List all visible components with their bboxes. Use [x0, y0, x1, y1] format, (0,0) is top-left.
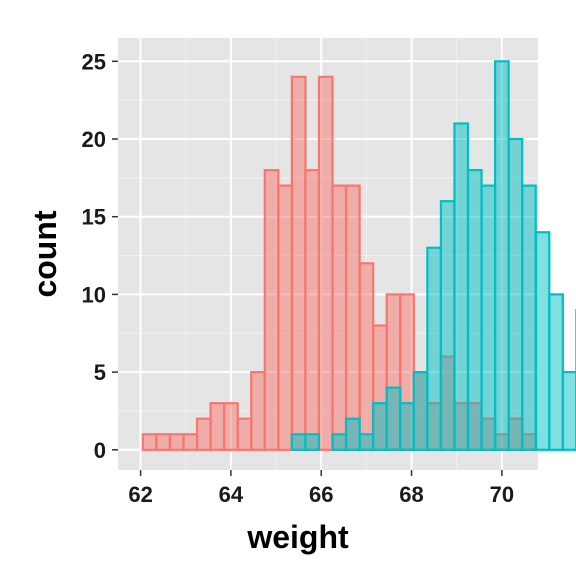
histogram-bar: [534, 231, 551, 451]
histogram-bar: [141, 433, 158, 451]
histogram-bar: [277, 184, 293, 451]
histogram-bar: [290, 75, 307, 451]
histogram-bar: [385, 386, 402, 451]
histogram-bar: [561, 371, 576, 451]
histogram-bar: [480, 184, 497, 451]
histogram-bar: [493, 60, 510, 451]
y-tick-label: 15: [82, 205, 106, 230]
histogram-bar: [263, 168, 280, 451]
histogram-bar: [331, 184, 348, 451]
histogram-bar: [412, 371, 429, 451]
histogram-bar: [155, 433, 172, 451]
y-tick-label: 20: [82, 127, 106, 152]
x-axis-title: weight: [246, 519, 349, 555]
y-tick-label: 5: [94, 360, 106, 385]
x-tick-label: 66: [309, 482, 333, 507]
x-tick-label: 68: [399, 482, 423, 507]
histogram-bar: [250, 371, 266, 451]
histogram-bar: [182, 433, 199, 451]
histogram-bar: [358, 433, 375, 451]
histogram-bar: [507, 137, 524, 451]
histogram-bar: [344, 417, 361, 451]
histogram-bar: [358, 262, 375, 451]
histogram-bar: [453, 122, 470, 451]
y-tick-label: 0: [94, 438, 106, 463]
histogram-bars: [141, 60, 576, 451]
histogram-bar: [439, 200, 456, 451]
y-tick-label: 10: [82, 282, 106, 307]
histogram-bar: [195, 417, 212, 451]
histogram-bar: [290, 433, 307, 451]
histogram-bar: [372, 402, 388, 451]
histogram-bar: [304, 433, 321, 451]
histogram-bar: [236, 417, 253, 451]
y-axis-title: count: [27, 210, 63, 297]
histogram-bar: [223, 402, 239, 451]
axis-ticks: 62 64 66 68 70 0 5 10 15 20 25: [82, 49, 515, 507]
x-tick-label: 64: [219, 482, 244, 507]
histogram-bar: [304, 168, 321, 451]
x-tick-label: 62: [128, 482, 152, 507]
series-1: [290, 60, 576, 451]
histogram-bar: [209, 402, 226, 451]
histogram-bar: [344, 184, 361, 451]
histogram-bar: [426, 246, 443, 451]
histogram-bar: [168, 433, 185, 451]
histogram-bar: [331, 433, 348, 451]
y-tick-label: 25: [82, 49, 106, 74]
histogram-bar: [466, 168, 483, 451]
x-tick-label: 70: [490, 482, 514, 507]
histogram-bar: [548, 293, 564, 451]
histogram-bar: [317, 75, 334, 451]
histogram-bar: [521, 184, 537, 451]
histogram-bar: [399, 402, 415, 451]
